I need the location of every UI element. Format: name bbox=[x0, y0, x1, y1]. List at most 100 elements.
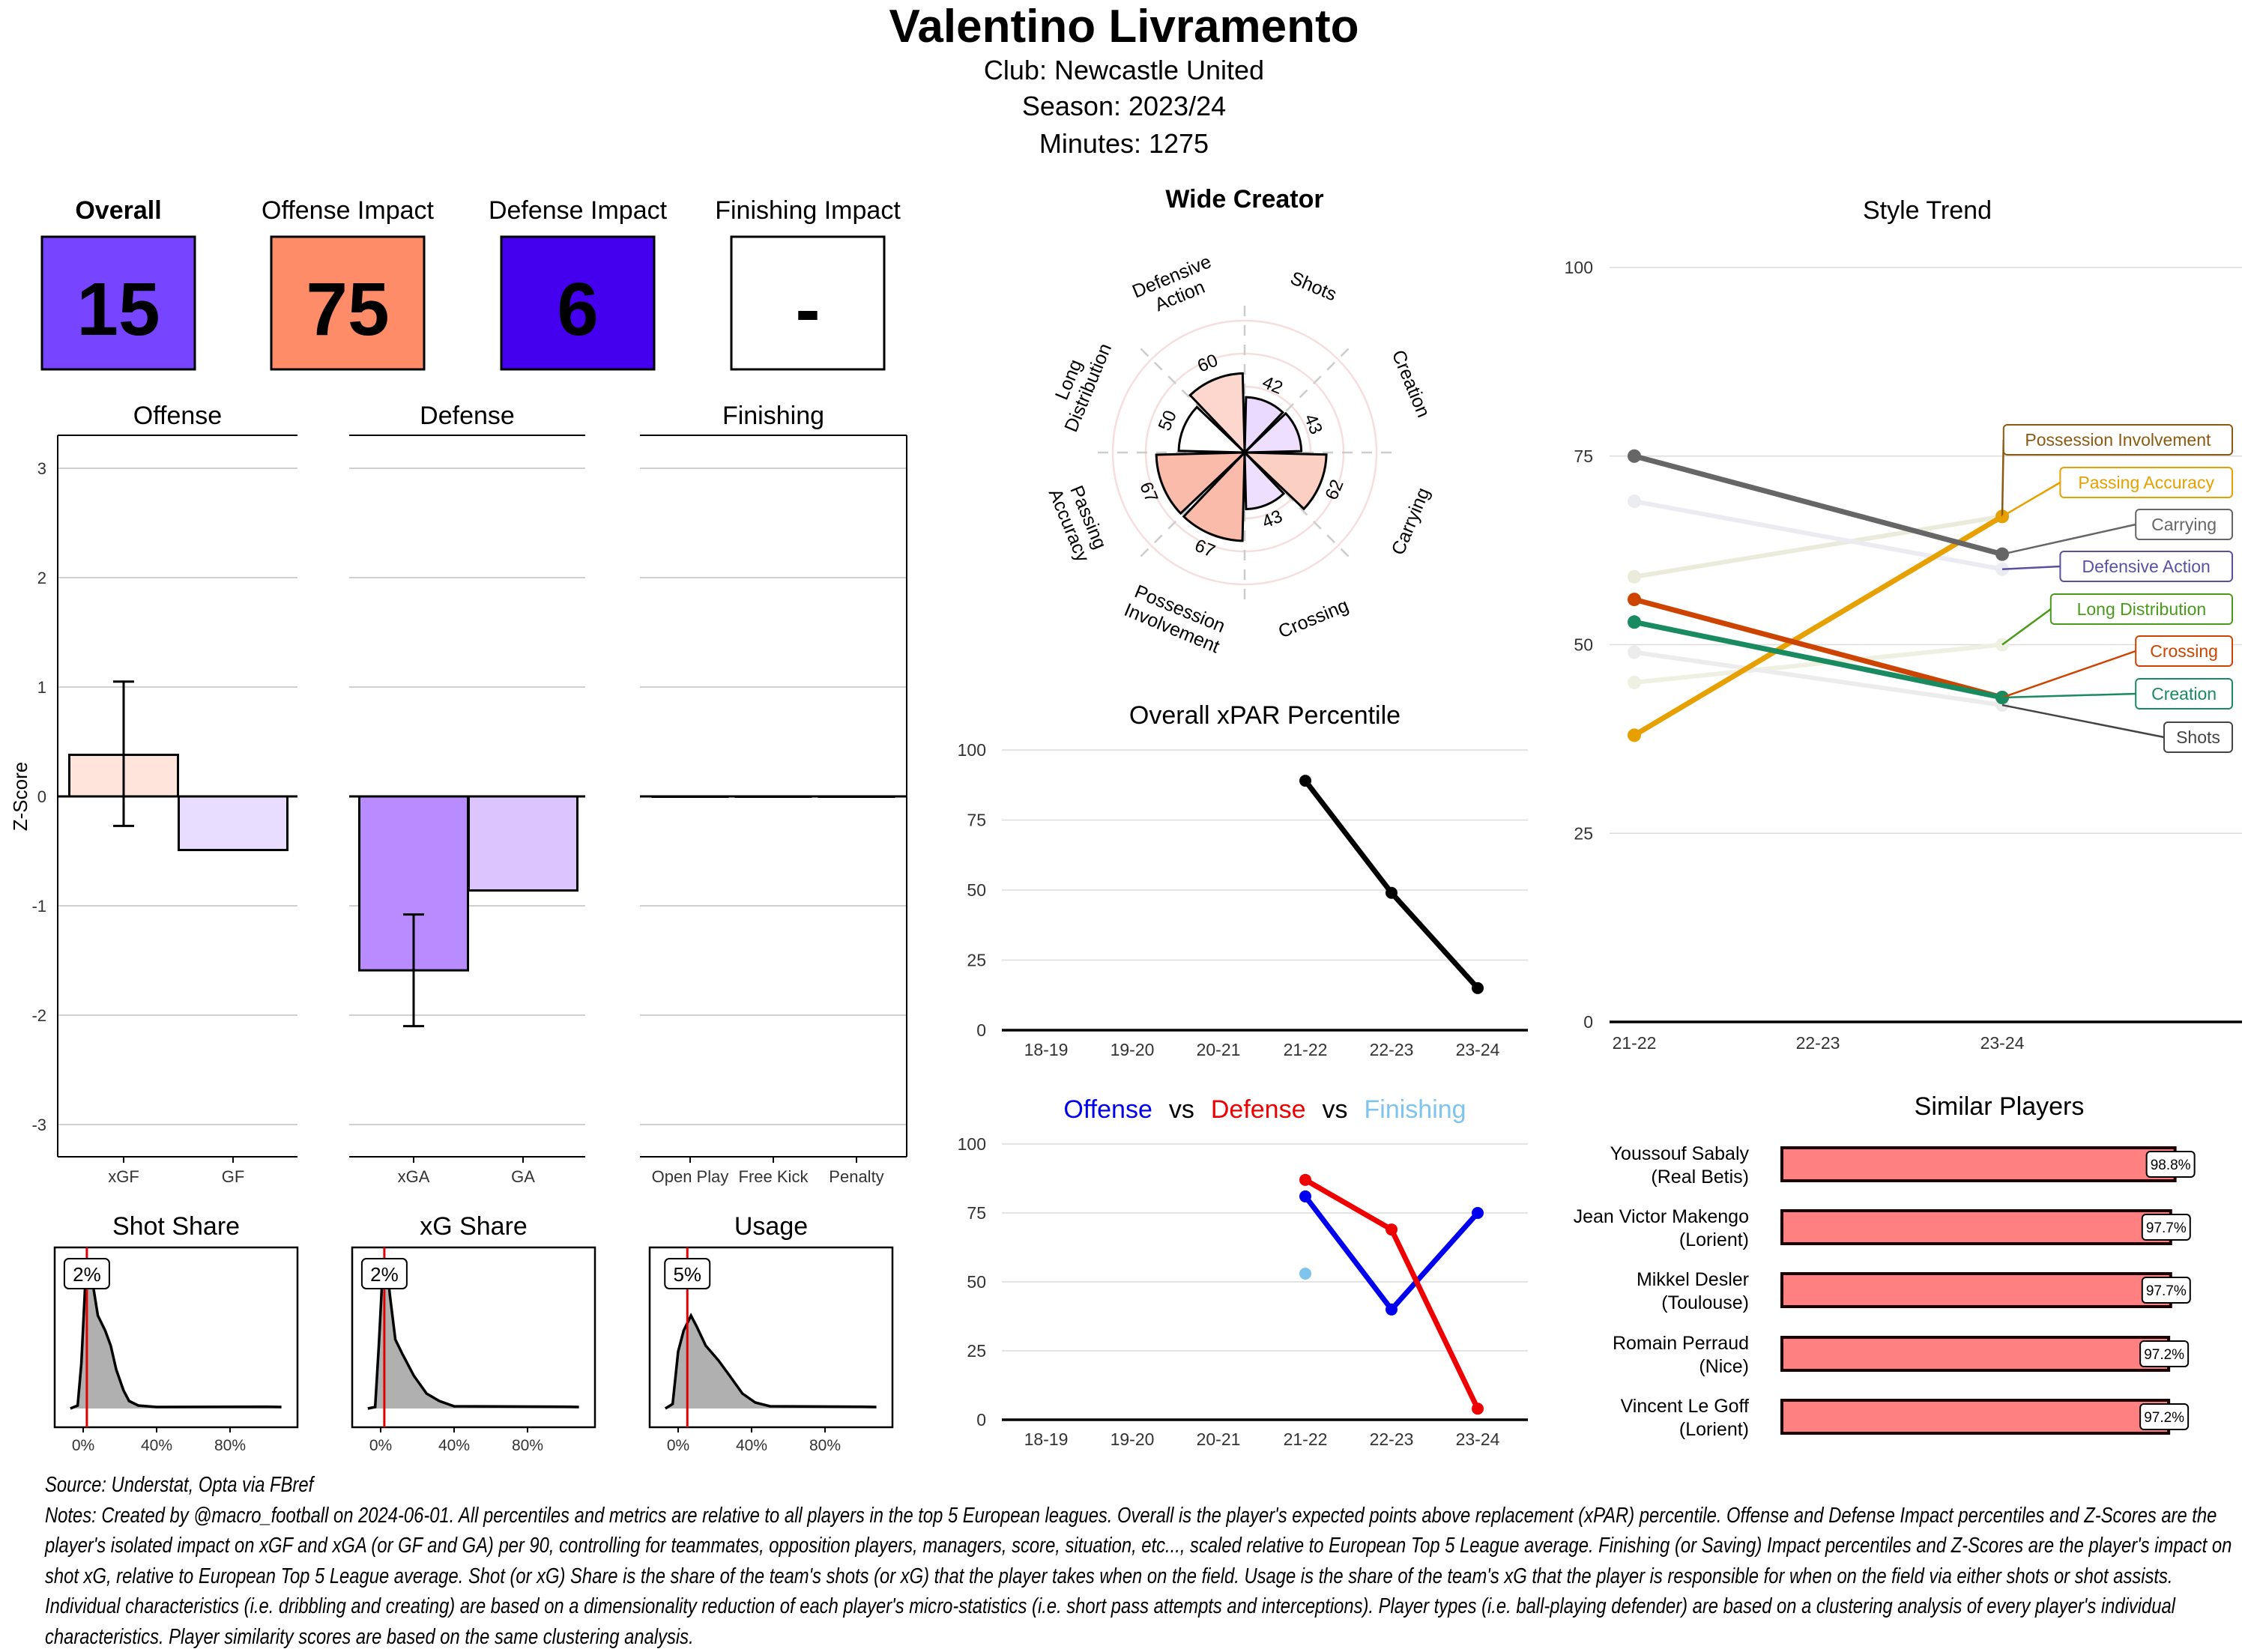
y-tick-label: 0 bbox=[1583, 1012, 1593, 1032]
label-leader bbox=[2002, 482, 2060, 516]
value-label: 5% bbox=[673, 1263, 701, 1286]
kpi-value: - bbox=[795, 267, 820, 351]
title-part-offense: Offense bbox=[1063, 1095, 1152, 1124]
title-part-vs: vs bbox=[1323, 1095, 1348, 1124]
panel-title: Finishing bbox=[722, 402, 824, 430]
similarity-value: 97.2% bbox=[2144, 1410, 2184, 1426]
chart-title: Style Trend bbox=[1863, 196, 1992, 225]
x-tick-label: Free Kick bbox=[739, 1167, 809, 1186]
x-tick-label: 80% bbox=[214, 1437, 246, 1454]
x-tick-label: GF bbox=[222, 1167, 245, 1186]
y-tick-label: 75 bbox=[967, 1203, 986, 1223]
x-tick-label: 23-24 bbox=[1980, 1033, 2025, 1053]
label-leader bbox=[2002, 609, 2051, 645]
y-tick-label: 75 bbox=[1574, 447, 1593, 466]
x-tick-label: 20-21 bbox=[1197, 1040, 1241, 1059]
panel-title: Defense bbox=[420, 402, 515, 430]
value-label: 2% bbox=[370, 1263, 399, 1286]
x-tick-label: 18-19 bbox=[1024, 1429, 1069, 1449]
x-tick-label: xGA bbox=[398, 1167, 430, 1186]
season-line: Season: 2023/24 bbox=[1022, 91, 1226, 121]
data-point bbox=[1628, 728, 1641, 742]
kpi-value: 6 bbox=[557, 267, 599, 351]
series-label: Shots bbox=[2176, 727, 2220, 747]
x-tick-label: 22-23 bbox=[1370, 1429, 1414, 1449]
data-point bbox=[1386, 1223, 1398, 1235]
label-leader bbox=[2002, 524, 2136, 554]
label-leader bbox=[2002, 705, 2164, 737]
y-tick-label: 3 bbox=[37, 459, 46, 478]
panel-title: Shot Share bbox=[112, 1212, 240, 1241]
data-point bbox=[1386, 887, 1398, 899]
y-tick-label: 0 bbox=[976, 1020, 986, 1040]
similarity-value: 97.2% bbox=[2144, 1347, 2184, 1363]
data-point bbox=[1299, 1268, 1311, 1280]
y-tick-label: -1 bbox=[31, 897, 46, 916]
data-point bbox=[1628, 570, 1641, 584]
chart-title: Similar Players bbox=[1915, 1092, 2085, 1121]
player-club: (Lorient) bbox=[1679, 1229, 1749, 1250]
player-club: (Real Betis) bbox=[1651, 1167, 1749, 1187]
polar-value-label: 60 bbox=[1194, 350, 1221, 376]
series-label: Passing Accuracy bbox=[2078, 473, 2214, 492]
x-tick-label: 0% bbox=[369, 1437, 392, 1454]
similarity-bar bbox=[1782, 1400, 2169, 1433]
player-name: Romain Perraud bbox=[1613, 1333, 1749, 1354]
data-point bbox=[1628, 450, 1641, 463]
club-line: Club: Newcastle United bbox=[984, 55, 1264, 85]
x-tick-label: 40% bbox=[141, 1437, 172, 1454]
y-tick-label: 0 bbox=[976, 1410, 986, 1429]
x-tick-label: 21-22 bbox=[1284, 1040, 1328, 1059]
panel-title: Usage bbox=[734, 1212, 808, 1241]
series-label: Possession Involvement bbox=[2025, 430, 2211, 450]
x-tick-label: 19-20 bbox=[1111, 1429, 1155, 1449]
similarity-value: 97.7% bbox=[2146, 1220, 2187, 1236]
density-area bbox=[70, 1269, 282, 1409]
y-axis-label: Z-Score bbox=[9, 762, 31, 831]
x-tick-label: 0% bbox=[667, 1437, 689, 1454]
data-point bbox=[1299, 1174, 1311, 1186]
data-point bbox=[1472, 1207, 1484, 1219]
similarity-bar bbox=[1782, 1337, 2169, 1370]
label-leader bbox=[2002, 651, 2136, 698]
x-tick-label: 0% bbox=[72, 1437, 94, 1454]
player-name: Mikkel Desler bbox=[1637, 1269, 1749, 1290]
kpi-label: Overall bbox=[75, 196, 161, 225]
methodology-notes: Notes: Created by @macro_football on 202… bbox=[45, 1501, 2232, 1652]
series-line-defense bbox=[1305, 1180, 1478, 1409]
polar-category-label: Crossing bbox=[1275, 595, 1352, 643]
data-point bbox=[1628, 593, 1641, 606]
x-tick-label: 18-19 bbox=[1024, 1040, 1069, 1059]
player-name: Youssouf Sabaly bbox=[1610, 1143, 1750, 1164]
series-label: Crossing bbox=[2150, 641, 2218, 661]
trend-line-defensive-action bbox=[1634, 501, 2002, 569]
x-tick-label: 23-24 bbox=[1456, 1429, 1500, 1449]
data-point bbox=[1299, 1190, 1311, 1202]
y-tick-label: 50 bbox=[967, 880, 986, 900]
x-tick-label: 40% bbox=[438, 1437, 470, 1454]
similarity-value: 98.8% bbox=[2151, 1158, 2191, 1173]
x-tick-label: 20-21 bbox=[1197, 1429, 1241, 1449]
chart-title: Overall xPAR Percentile bbox=[1129, 701, 1401, 730]
data-point bbox=[1299, 775, 1311, 787]
bar-gf bbox=[179, 796, 288, 850]
polar-value-label: 43 bbox=[1300, 411, 1326, 438]
data-point bbox=[1472, 1403, 1484, 1415]
x-tick-label: 19-20 bbox=[1111, 1040, 1155, 1059]
y-tick-label: 0 bbox=[37, 787, 46, 806]
polar-category-label: Shots bbox=[1287, 267, 1340, 305]
panel-title: xG Share bbox=[420, 1212, 528, 1241]
similar-players-chart: Similar Players 98.8% Youssouf Sabaly (Real… bbox=[1574, 1092, 2195, 1440]
y-tick-label: 25 bbox=[967, 951, 986, 970]
y-tick-label: 1 bbox=[37, 678, 46, 697]
data-point bbox=[1628, 615, 1641, 629]
